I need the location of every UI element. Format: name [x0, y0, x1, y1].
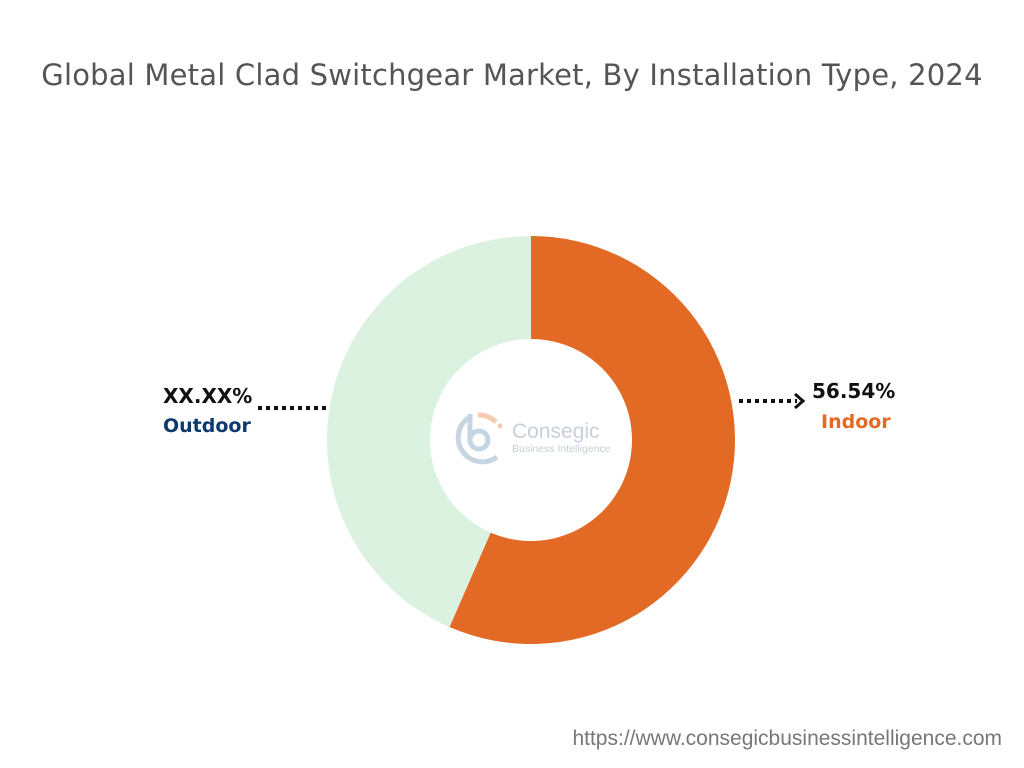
slice-outdoor — [326, 236, 531, 628]
watermark-line2: Business Intelligence — [512, 443, 611, 455]
watermark-line1: Consegic — [512, 420, 600, 443]
data-label-indoor-value: 56.54% — [812, 379, 896, 403]
source-url[interactable]: https://www.consegicbusinessintelligence… — [572, 727, 1002, 750]
leader-indoor-arrowhead — [794, 392, 806, 410]
watermark-logo-icon — [455, 412, 503, 465]
data-label-outdoor-name: Outdoor — [163, 415, 251, 437]
data-label-outdoor-value: XX.XX% — [163, 384, 253, 408]
watermark: Consegic Business Intelligence — [512, 420, 611, 455]
slice-indoor — [449, 236, 735, 644]
chart-title: Global Metal Clad Switchgear Market, By … — [41, 58, 983, 92]
data-label-indoor-name: Indoor — [821, 411, 891, 433]
